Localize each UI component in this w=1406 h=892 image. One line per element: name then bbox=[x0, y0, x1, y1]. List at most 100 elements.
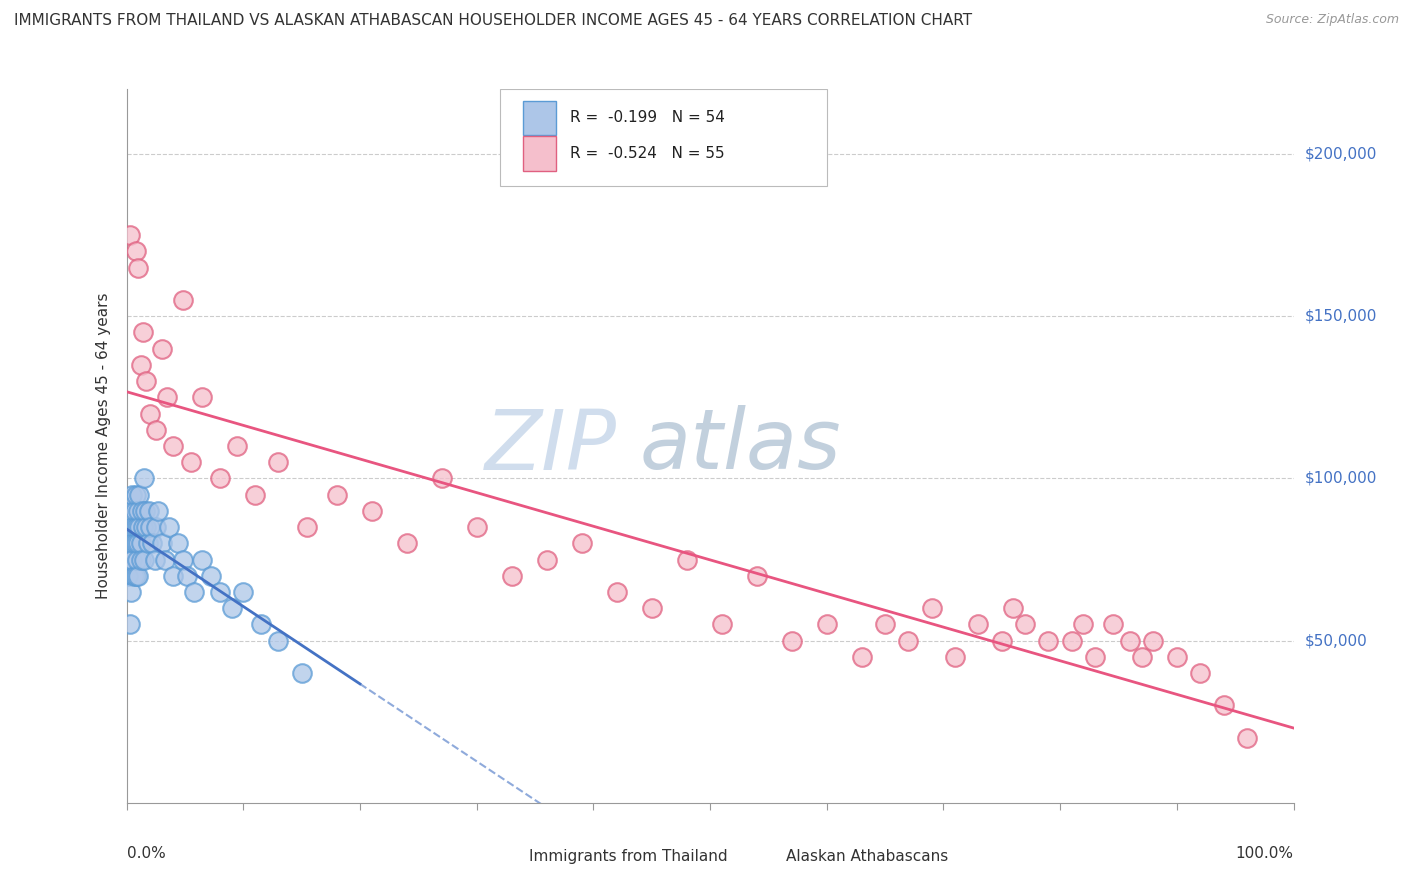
Point bbox=[1014, 617, 1036, 632]
Point bbox=[675, 552, 697, 566]
FancyBboxPatch shape bbox=[501, 89, 827, 186]
Point bbox=[208, 585, 231, 599]
Point bbox=[921, 601, 943, 615]
FancyBboxPatch shape bbox=[751, 844, 776, 869]
Point bbox=[290, 666, 312, 681]
Point bbox=[710, 617, 733, 632]
FancyBboxPatch shape bbox=[523, 136, 555, 170]
Point bbox=[143, 552, 166, 566]
Point bbox=[125, 488, 148, 502]
Text: 0.0%: 0.0% bbox=[127, 846, 166, 861]
Point bbox=[145, 423, 167, 437]
Point bbox=[815, 617, 838, 632]
Point bbox=[851, 649, 873, 664]
Point bbox=[172, 293, 194, 307]
Point bbox=[536, 552, 558, 566]
Point bbox=[146, 504, 169, 518]
Point bbox=[127, 568, 149, 582]
Text: Immigrants from Thailand: Immigrants from Thailand bbox=[529, 849, 728, 863]
Point bbox=[117, 568, 139, 582]
Point bbox=[641, 601, 664, 615]
Point bbox=[139, 407, 162, 421]
Point bbox=[132, 326, 155, 340]
Point bbox=[243, 488, 266, 502]
Point bbox=[191, 390, 214, 404]
Y-axis label: Householder Income Ages 45 - 64 years: Householder Income Ages 45 - 64 years bbox=[96, 293, 111, 599]
Point bbox=[138, 504, 160, 518]
Point bbox=[129, 536, 152, 550]
Point bbox=[1038, 633, 1060, 648]
Point bbox=[162, 568, 184, 582]
Text: $200,000: $200,000 bbox=[1305, 146, 1376, 161]
Point bbox=[1002, 601, 1025, 615]
Text: $150,000: $150,000 bbox=[1305, 309, 1376, 324]
Point bbox=[118, 617, 141, 632]
Point bbox=[118, 536, 141, 550]
Point bbox=[208, 471, 231, 485]
Point bbox=[129, 358, 152, 372]
Point bbox=[118, 228, 141, 243]
FancyBboxPatch shape bbox=[494, 844, 520, 869]
Point bbox=[200, 568, 222, 582]
Point bbox=[124, 504, 146, 518]
Text: atlas: atlas bbox=[640, 406, 842, 486]
Point bbox=[1236, 731, 1258, 745]
Point bbox=[132, 552, 155, 566]
Text: $50,000: $50,000 bbox=[1305, 633, 1368, 648]
Point bbox=[125, 568, 148, 582]
Text: IMMIGRANTS FROM THAILAND VS ALASKAN ATHABASCAN HOUSEHOLDER INCOME AGES 45 - 64 Y: IMMIGRANTS FROM THAILAND VS ALASKAN ATHA… bbox=[14, 13, 972, 29]
Point bbox=[232, 585, 254, 599]
Point bbox=[1166, 649, 1188, 664]
Point bbox=[1073, 617, 1095, 632]
Point bbox=[139, 520, 162, 534]
Point bbox=[135, 374, 157, 388]
Text: 100.0%: 100.0% bbox=[1236, 846, 1294, 861]
FancyBboxPatch shape bbox=[523, 101, 555, 135]
Point bbox=[120, 504, 142, 518]
Point bbox=[167, 536, 190, 550]
Point bbox=[1142, 633, 1164, 648]
Point bbox=[180, 455, 202, 469]
Point bbox=[430, 471, 453, 485]
Point bbox=[121, 520, 143, 534]
Point bbox=[943, 649, 966, 664]
Point bbox=[125, 552, 148, 566]
Point bbox=[1060, 633, 1083, 648]
Text: ZIP: ZIP bbox=[485, 406, 617, 486]
Point bbox=[162, 439, 184, 453]
Point bbox=[145, 520, 167, 534]
Point bbox=[128, 520, 150, 534]
Point bbox=[150, 536, 173, 550]
Point bbox=[249, 617, 271, 632]
Point bbox=[1119, 633, 1142, 648]
Point bbox=[153, 552, 176, 566]
Text: R =  -0.199   N = 54: R = -0.199 N = 54 bbox=[569, 111, 725, 125]
Point bbox=[125, 244, 148, 259]
Point bbox=[124, 520, 146, 534]
Point bbox=[120, 585, 142, 599]
Point bbox=[129, 552, 152, 566]
Text: R =  -0.524   N = 55: R = -0.524 N = 55 bbox=[569, 146, 724, 161]
Point bbox=[226, 439, 249, 453]
Point bbox=[297, 520, 319, 534]
Point bbox=[990, 633, 1012, 648]
Point bbox=[267, 455, 290, 469]
Point bbox=[967, 617, 990, 632]
Point bbox=[127, 504, 149, 518]
Text: Source: ZipAtlas.com: Source: ZipAtlas.com bbox=[1265, 13, 1399, 27]
Point bbox=[131, 504, 153, 518]
Point bbox=[157, 520, 180, 534]
Point bbox=[172, 552, 194, 566]
Point bbox=[745, 568, 768, 582]
Point bbox=[132, 471, 155, 485]
Point bbox=[127, 536, 149, 550]
Point bbox=[191, 552, 214, 566]
Point bbox=[132, 520, 155, 534]
Point bbox=[141, 536, 163, 550]
Point bbox=[135, 520, 157, 534]
Point bbox=[897, 633, 920, 648]
Point bbox=[122, 536, 145, 550]
Point bbox=[136, 536, 159, 550]
Point bbox=[1101, 617, 1123, 632]
Point bbox=[1130, 649, 1153, 664]
